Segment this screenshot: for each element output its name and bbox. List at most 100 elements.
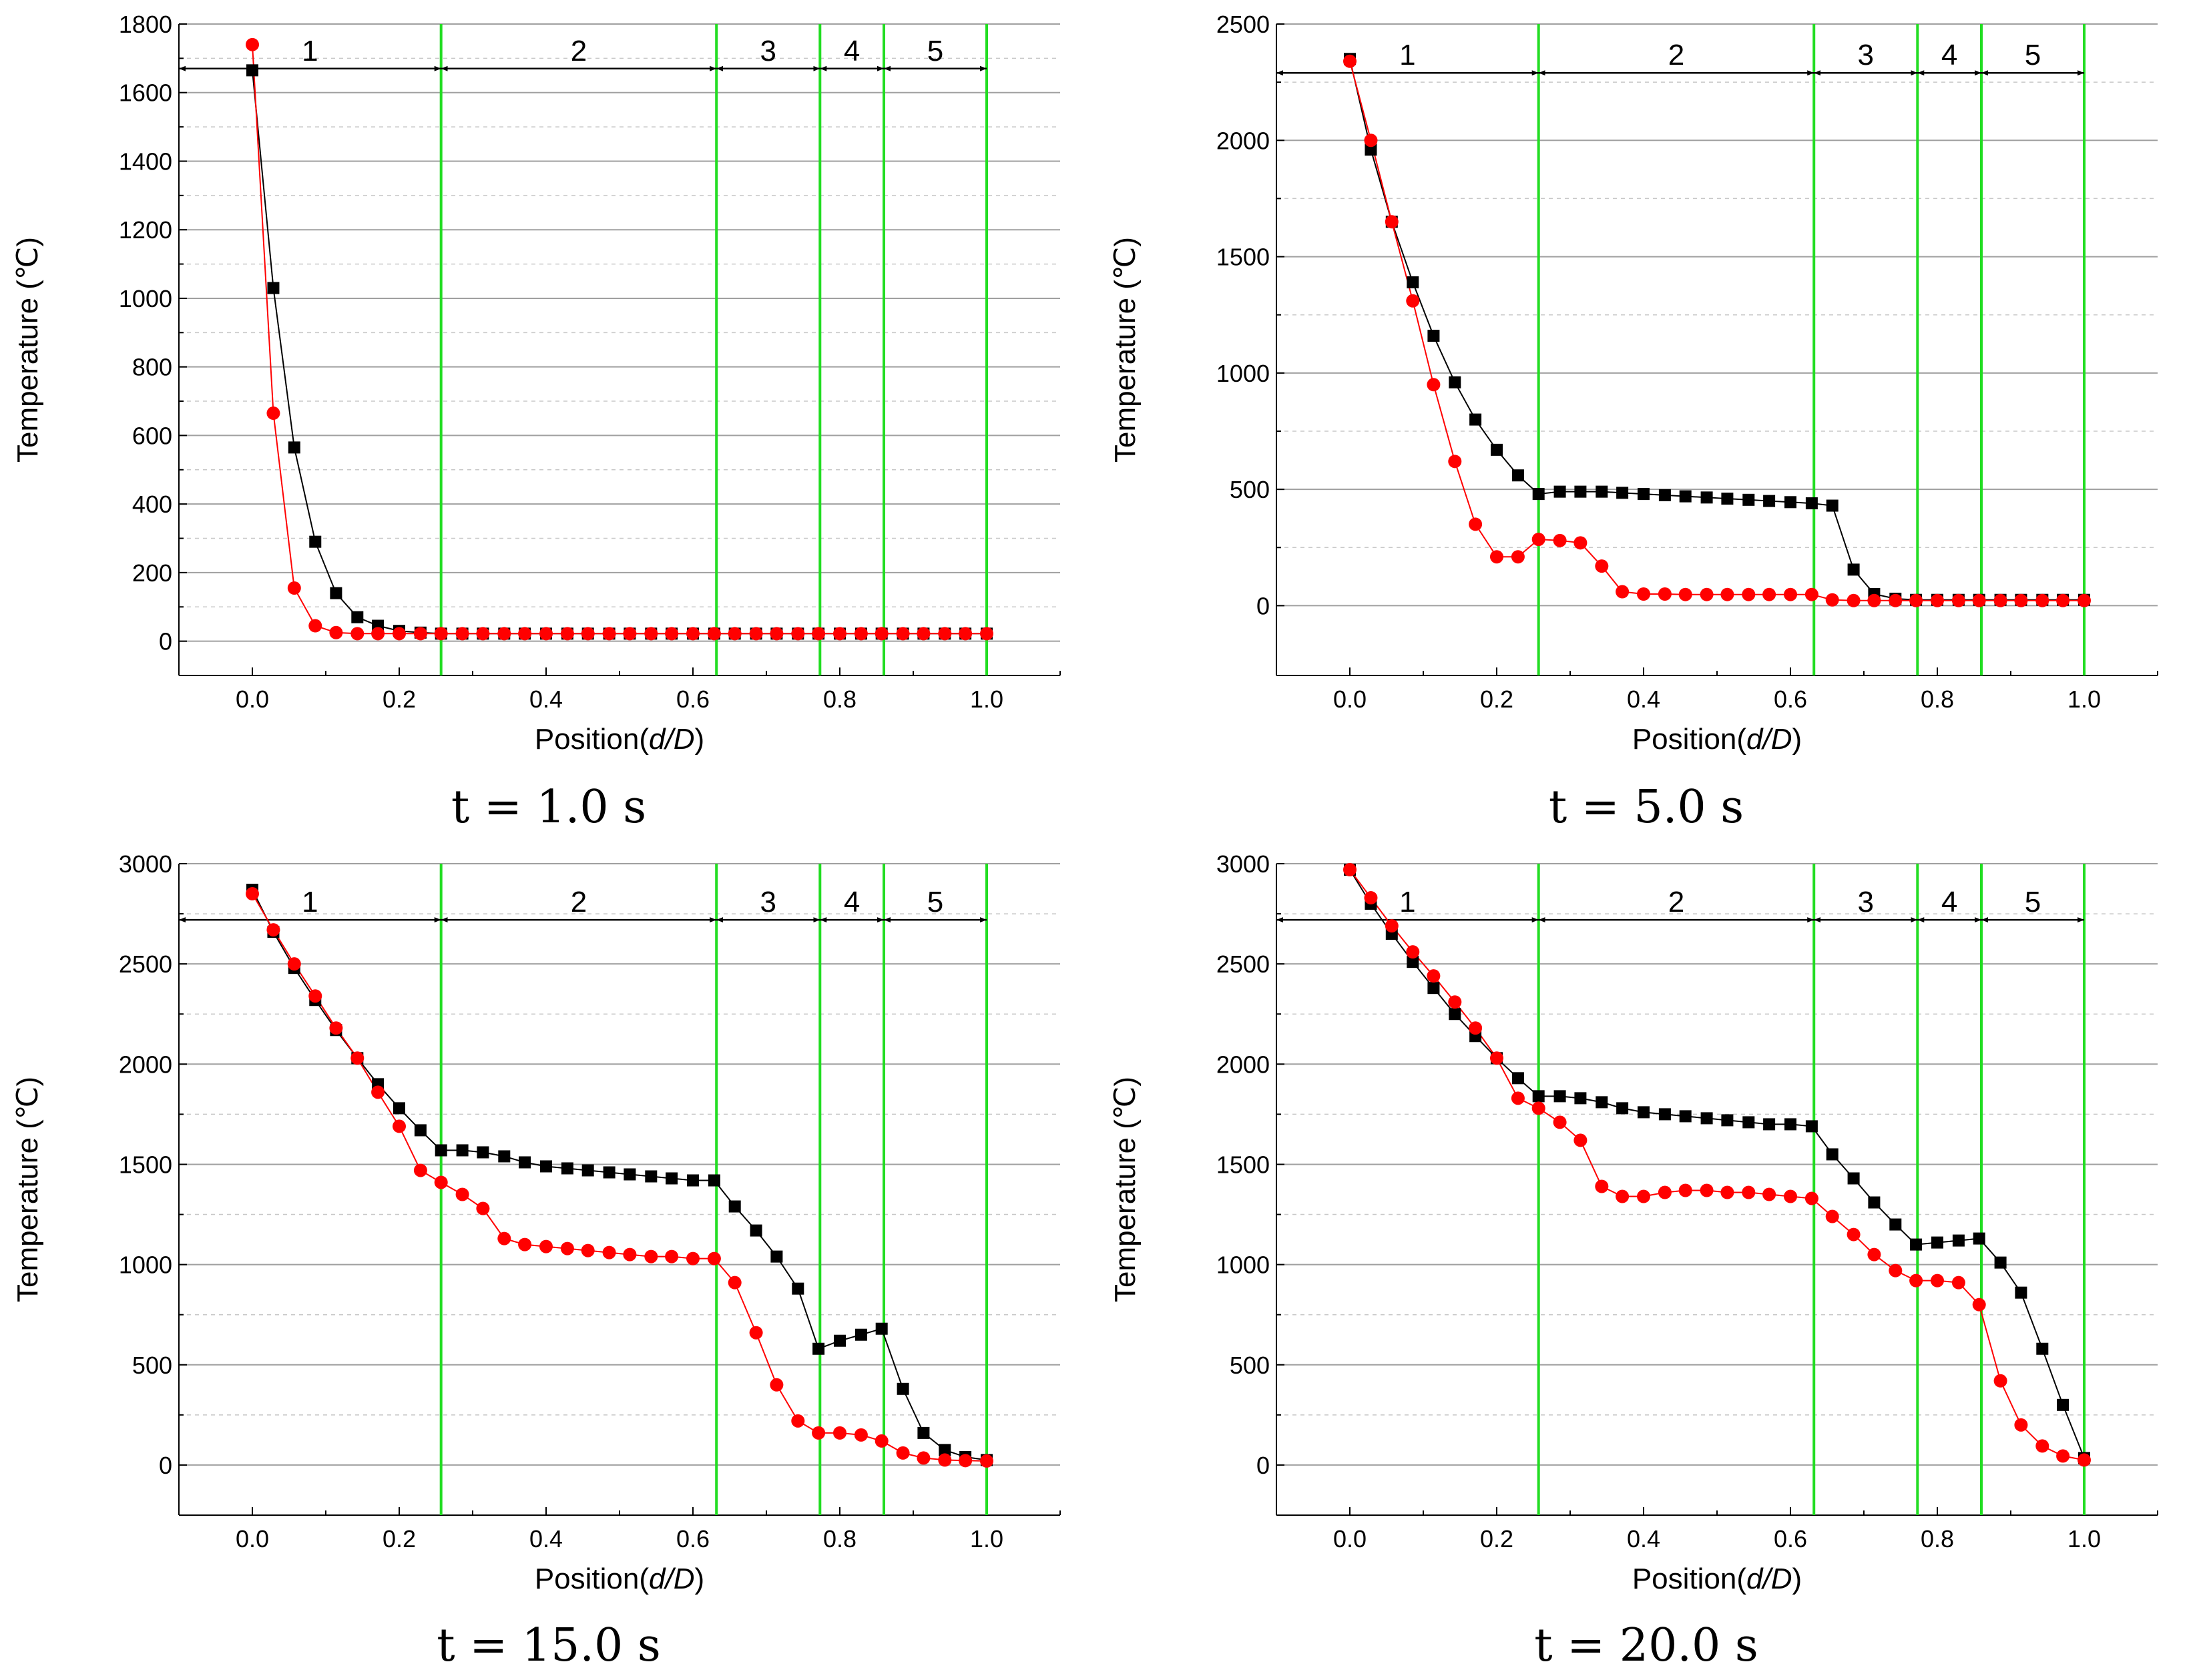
data-point-circle bbox=[1595, 1179, 1609, 1193]
chart-svg-2: 0 500 1000 1500 2000 2500 0.0 0.2 0.4 0.6 0.8 1.0 Po… bbox=[1109, 11, 2158, 756]
data-point-circle bbox=[497, 1231, 511, 1245]
x-axis-label-suffix: ) bbox=[1792, 1563, 1802, 1595]
data-point-circle bbox=[2014, 593, 2028, 607]
data-point-square bbox=[498, 1150, 511, 1163]
data-point-circle bbox=[497, 627, 511, 641]
zone-label: 5 bbox=[2025, 39, 2041, 71]
data-point-square bbox=[1365, 144, 1377, 156]
y-tick-label: 500 bbox=[1230, 476, 1270, 503]
data-point-square bbox=[792, 1282, 804, 1295]
data-point-circle bbox=[728, 1276, 742, 1290]
x-tick-label: 0.8 bbox=[823, 1525, 857, 1553]
data-point-square bbox=[834, 1334, 846, 1347]
data-point-circle bbox=[1742, 1185, 1756, 1199]
data-point-circle bbox=[2078, 1453, 2091, 1467]
data-point-circle bbox=[1825, 593, 1839, 607]
data-point-circle bbox=[266, 923, 280, 937]
data-point-circle bbox=[1951, 1276, 1965, 1290]
data-point-square bbox=[1763, 1118, 1776, 1131]
data-point-circle bbox=[1364, 133, 1378, 148]
data-point-circle bbox=[854, 1428, 868, 1442]
data-point-square bbox=[1449, 376, 1461, 388]
data-point-circle bbox=[1469, 1021, 1483, 1035]
data-point-circle bbox=[1762, 587, 1776, 601]
data-point-square bbox=[917, 1426, 930, 1439]
zone-label: 4 bbox=[844, 35, 860, 67]
y-tick-label: 1400 bbox=[119, 148, 172, 175]
data-point-circle bbox=[308, 989, 322, 1003]
data-point-circle bbox=[539, 1239, 553, 1253]
data-point-circle bbox=[1427, 378, 1441, 392]
y-axis-label: Temperature (℃) bbox=[1109, 1077, 1142, 1302]
data-point-square bbox=[1889, 1218, 1902, 1231]
data-point-circle bbox=[393, 1119, 406, 1133]
data-point-square bbox=[1638, 1106, 1650, 1119]
x-tick-label: 1.0 bbox=[970, 1525, 1003, 1553]
data-point-circle bbox=[1385, 919, 1399, 933]
data-point-circle bbox=[539, 627, 553, 641]
data-point-circle bbox=[2035, 1439, 2049, 1453]
data-point-circle bbox=[749, 1326, 763, 1340]
data-point-circle bbox=[875, 1434, 889, 1448]
data-point-circle bbox=[1511, 1091, 1525, 1105]
data-point-square bbox=[770, 1250, 783, 1263]
data-point-square bbox=[2057, 1398, 2069, 1411]
data-point-square bbox=[1868, 1196, 1881, 1209]
zone-label: 4 bbox=[844, 886, 860, 918]
data-point-square bbox=[1553, 1090, 1566, 1103]
data-point-circle bbox=[455, 1187, 469, 1201]
data-point-square bbox=[1679, 490, 1692, 503]
data-point-circle bbox=[1784, 587, 1797, 601]
y-tick-label: 1000 bbox=[119, 285, 172, 312]
data-point-circle bbox=[1427, 969, 1441, 983]
y-tick-label: 3000 bbox=[119, 850, 172, 878]
zone-label: 5 bbox=[927, 886, 943, 918]
data-point-circle bbox=[812, 627, 826, 641]
data-point-circle bbox=[686, 627, 700, 641]
y-tick-label: 1000 bbox=[1216, 1251, 1270, 1279]
y-tick-label: 500 bbox=[1230, 1352, 1270, 1379]
data-point-square bbox=[1826, 1148, 1839, 1161]
x-tick-label: 0.6 bbox=[1774, 685, 1807, 713]
data-point-circle bbox=[413, 627, 427, 641]
data-point-circle bbox=[1658, 587, 1672, 601]
data-point-circle bbox=[1343, 54, 1357, 68]
data-point-square bbox=[267, 282, 280, 294]
y-tick-label: 2000 bbox=[1216, 127, 1270, 154]
x-axis-label-suffix: ) bbox=[1792, 723, 1802, 756]
data-point-square bbox=[1511, 1072, 1524, 1085]
data-point-circle bbox=[1720, 587, 1734, 601]
data-point-circle bbox=[1553, 1115, 1567, 1129]
data-point-square bbox=[1532, 1090, 1545, 1103]
data-point-circle bbox=[623, 627, 637, 641]
data-point-circle bbox=[1573, 1133, 1588, 1147]
data-point-circle bbox=[812, 1426, 826, 1440]
y-tick-label: 1500 bbox=[1216, 1151, 1270, 1178]
data-point-square bbox=[1553, 485, 1566, 498]
data-point-square bbox=[1847, 1172, 1860, 1185]
data-point-square bbox=[666, 1172, 678, 1185]
data-point-square bbox=[1658, 489, 1671, 501]
data-point-circle bbox=[1972, 593, 1986, 607]
data-point-circle bbox=[770, 1378, 784, 1392]
zone-label: 4 bbox=[1941, 886, 1957, 918]
x-axis-label-prefix: Position( bbox=[535, 723, 650, 756]
y-axis-label: Temperature (℃) bbox=[1109, 237, 1142, 463]
data-point-square bbox=[1596, 485, 1608, 498]
data-point-circle bbox=[371, 1085, 385, 1099]
y-tick-label: 500 bbox=[132, 1352, 172, 1379]
data-point-circle bbox=[560, 627, 574, 641]
x-axis-label-suffix: ) bbox=[695, 723, 705, 756]
data-point-circle bbox=[602, 627, 616, 641]
data-point-circle bbox=[791, 1414, 805, 1428]
y-tick-label: 600 bbox=[132, 422, 172, 449]
data-point-square bbox=[1427, 330, 1440, 342]
data-point-circle bbox=[1343, 863, 1357, 877]
data-point-circle bbox=[770, 627, 784, 641]
x-axis-label-prefix: Position( bbox=[1632, 1563, 1747, 1595]
x-tick-label: 0.4 bbox=[1627, 1525, 1660, 1553]
data-point-square bbox=[456, 1144, 469, 1157]
data-point-circle bbox=[1448, 995, 1462, 1009]
data-point-circle bbox=[329, 1021, 343, 1035]
data-point-square bbox=[1805, 497, 1818, 510]
